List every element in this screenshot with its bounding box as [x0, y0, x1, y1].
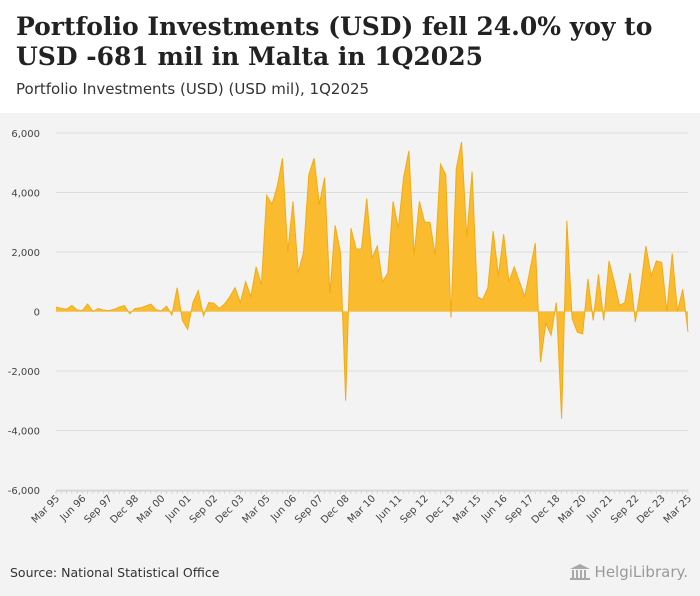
- y-axis-ticks: -6,000 -4,000 -2,000 0 2,000 4,000 6,000: [8, 129, 40, 497]
- header: Portfolio Investments (USD) fell 24.0% y…: [0, 0, 700, 112]
- series-area: [56, 141, 688, 419]
- footer: Source: National Statistical Office Helg…: [0, 553, 700, 596]
- brand-name: HelgiLibrary.: [594, 563, 688, 581]
- y-tick-label: -6,000: [8, 486, 40, 497]
- x-tick-label: Mar 05: [240, 493, 272, 525]
- x-tick-label: Dec 13: [424, 493, 457, 526]
- x-tick-label: Dec 03: [214, 493, 247, 526]
- source-note: Source: National Statistical Office: [10, 565, 220, 580]
- y-tick-label: 2,000: [11, 248, 40, 259]
- series-line: [55, 141, 689, 419]
- y-tick-label: 6,000: [11, 129, 40, 140]
- x-tick-label: Mar 20: [556, 493, 588, 525]
- x-tick-label: Dec 98: [108, 493, 141, 526]
- brand-logo: HelgiLibrary.: [569, 563, 688, 581]
- x-tick-label: Mar 10: [346, 493, 378, 525]
- y-tick-label: 0: [34, 308, 40, 319]
- x-tick-label: Mar 95: [30, 493, 62, 525]
- x-tick-label: Mar 15: [451, 493, 483, 525]
- x-tick-label: Mar 00: [135, 493, 167, 525]
- x-tick-label: Dec 18: [530, 493, 563, 526]
- chart-subtitle: Portfolio Investments (USD) (USD mil), 1…: [16, 80, 370, 98]
- series-layer: [55, 141, 689, 419]
- y-tick-label: 4,000: [11, 189, 40, 200]
- chart-area: [0, 113, 700, 553]
- x-tick-label: Mar 25: [662, 493, 694, 525]
- page-title: Portfolio Investments (USD) fell 24.0% y…: [16, 12, 653, 71]
- x-tick-label: Dec 08: [319, 493, 352, 526]
- y-tick-label: -4,000: [8, 427, 40, 438]
- area-chart: -6,000 -4,000 -2,000 0 2,000 4,000 6,000 Mar 9…: [8, 129, 694, 526]
- library-building-icon: [569, 564, 590, 580]
- y-tick-label: -2,000: [8, 367, 40, 378]
- x-tick-label: Dec 23: [635, 493, 668, 526]
